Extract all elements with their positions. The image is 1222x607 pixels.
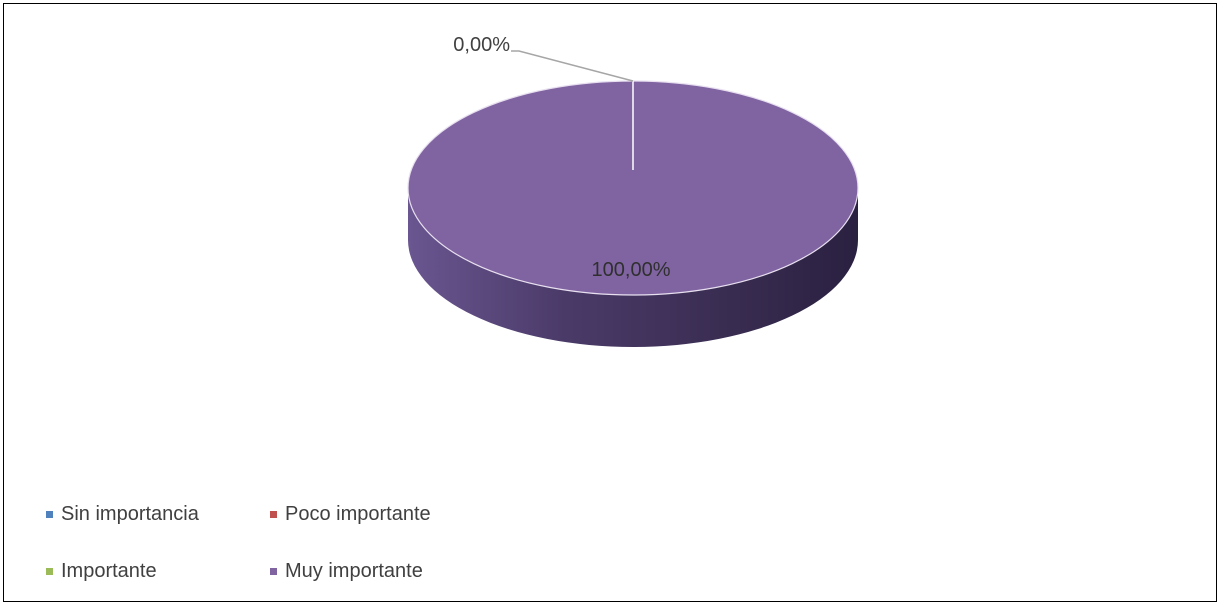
data-label-zero: 0,00% [453, 34, 510, 56]
legend-item-sin-importancia: Sin importancia [46, 503, 199, 526]
legend-swatch [270, 568, 277, 575]
legend-item-importante: Importante [46, 560, 157, 583]
legend-swatch [46, 568, 53, 575]
legend-label: Muy importante [285, 560, 423, 582]
data-label-hundred: 100,00% [592, 259, 671, 281]
legend-item-poco-importante: Poco importante [270, 503, 431, 526]
legend-label: Sin importancia [61, 503, 199, 525]
legend-label: Importante [61, 560, 157, 582]
legend: Sin importancia Poco importante Importan… [46, 500, 546, 590]
legend-swatch [46, 511, 53, 518]
pie-side-wall [408, 188, 858, 347]
legend-item-muy-importante: Muy importante [270, 560, 423, 583]
legend-label: Poco importante [285, 503, 431, 525]
legend-swatch [270, 511, 277, 518]
data-label-leader [511, 50, 634, 82]
